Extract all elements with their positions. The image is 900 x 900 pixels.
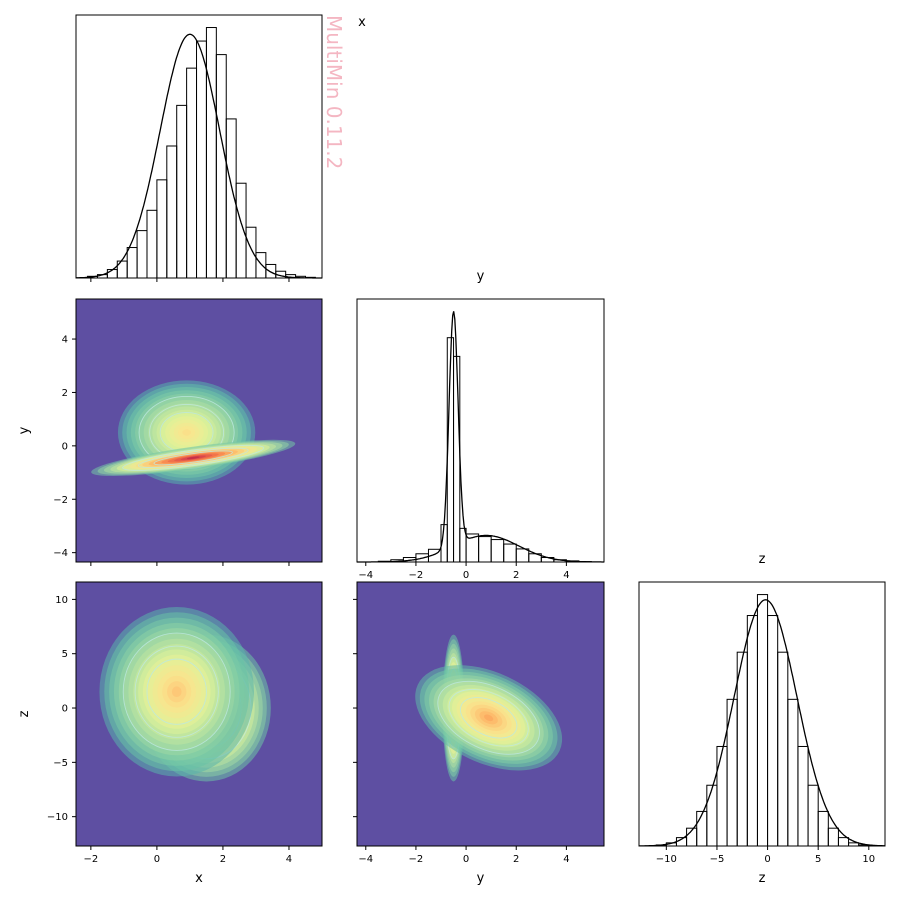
axes-frame xyxy=(638,581,886,847)
x-tick-label: −2 xyxy=(409,570,424,581)
contour-line xyxy=(122,632,231,751)
plot-area xyxy=(76,15,322,278)
x-tick-label: 2 xyxy=(220,854,226,865)
panel-y-vs-z: −4 −2 0 2 4 y xyxy=(353,581,605,886)
x-tick-label: 0 xyxy=(463,570,469,581)
density-level xyxy=(186,456,200,460)
axes-frame xyxy=(75,581,323,847)
density-layer xyxy=(415,634,563,782)
y-tick-label: −4 xyxy=(53,548,68,559)
x-tick-label: 10 xyxy=(862,854,875,865)
x-axis-label: y xyxy=(477,871,485,886)
density-level xyxy=(171,686,182,698)
panel-title: z xyxy=(759,552,766,567)
y-tick-label: −10 xyxy=(47,812,68,823)
y-tick-label: 5 xyxy=(62,649,68,660)
plot-area xyxy=(639,582,885,846)
x-tick-label: −4 xyxy=(358,854,373,865)
panel-y-marginal: −4 −2 0 2 4 y xyxy=(356,269,605,581)
y-tick-label: 0 xyxy=(62,704,68,715)
axes-frame xyxy=(356,581,605,847)
x-tick-label: −5 xyxy=(710,854,725,865)
y-tick-label: 4 xyxy=(62,335,68,346)
contour-line xyxy=(437,680,540,755)
x-tick-label: −2 xyxy=(83,854,98,865)
pdf-line xyxy=(76,33,322,279)
y-tick-label: −2 xyxy=(53,495,68,506)
x-tick-label: 4 xyxy=(563,570,569,581)
pdf-line xyxy=(639,599,885,847)
panel-x-vs-y: −4 −2 0 2 4 y xyxy=(17,298,323,566)
x-tick-label: 0 xyxy=(154,854,160,865)
density-component xyxy=(99,606,254,777)
panel-x-marginal: x xyxy=(75,14,366,282)
density-level xyxy=(182,429,191,436)
panel-x-vs-z: −2 0 2 4 −10 −5 0 5 10 x z xyxy=(17,581,323,886)
axes-frame xyxy=(75,14,323,279)
density-component xyxy=(415,665,563,771)
y-axis-label: y xyxy=(17,426,32,434)
x-tick-label: 2 xyxy=(513,854,519,865)
contour-line xyxy=(122,444,265,471)
contour-line xyxy=(448,689,529,747)
contour-line xyxy=(137,447,249,469)
y-tick-label: 10 xyxy=(55,595,68,606)
panel-title: y xyxy=(477,269,485,284)
panel-z-marginal: −10 −5 0 5 10 z z xyxy=(638,552,886,886)
contour-line xyxy=(153,450,233,466)
x-tick-label: −2 xyxy=(409,854,424,865)
density-component xyxy=(91,439,296,476)
y-axis-label: z xyxy=(17,710,32,717)
x-tick-label: 5 xyxy=(815,854,821,865)
x-tick-label: 0 xyxy=(764,854,770,865)
x-tick-label: 0 xyxy=(463,854,469,865)
pdf-line xyxy=(357,311,604,563)
contour-line xyxy=(459,697,518,739)
density-layer xyxy=(99,606,271,782)
density-level xyxy=(484,714,494,722)
contour-line xyxy=(134,645,219,738)
x-tick-label: 2 xyxy=(513,570,519,581)
x-axis-label: z xyxy=(759,871,766,886)
y-tick-label: −5 xyxy=(53,758,68,769)
plot-area xyxy=(357,299,604,562)
x-tick-label: −4 xyxy=(358,570,373,581)
density-layer xyxy=(91,380,296,485)
contour-line xyxy=(146,658,207,725)
x-tick-label: 4 xyxy=(286,854,292,865)
axes-frame xyxy=(356,298,605,563)
x-tick-label: 4 xyxy=(563,854,569,865)
y-tick-label: 2 xyxy=(62,388,68,399)
y-tick-label: 0 xyxy=(62,441,68,452)
panel-title: x xyxy=(358,15,366,30)
axes-frame xyxy=(75,298,323,563)
x-tick-label: −10 xyxy=(656,854,677,865)
x-axis-label: x xyxy=(195,871,203,886)
watermark: MultiMin 0.11.2 xyxy=(322,15,346,169)
